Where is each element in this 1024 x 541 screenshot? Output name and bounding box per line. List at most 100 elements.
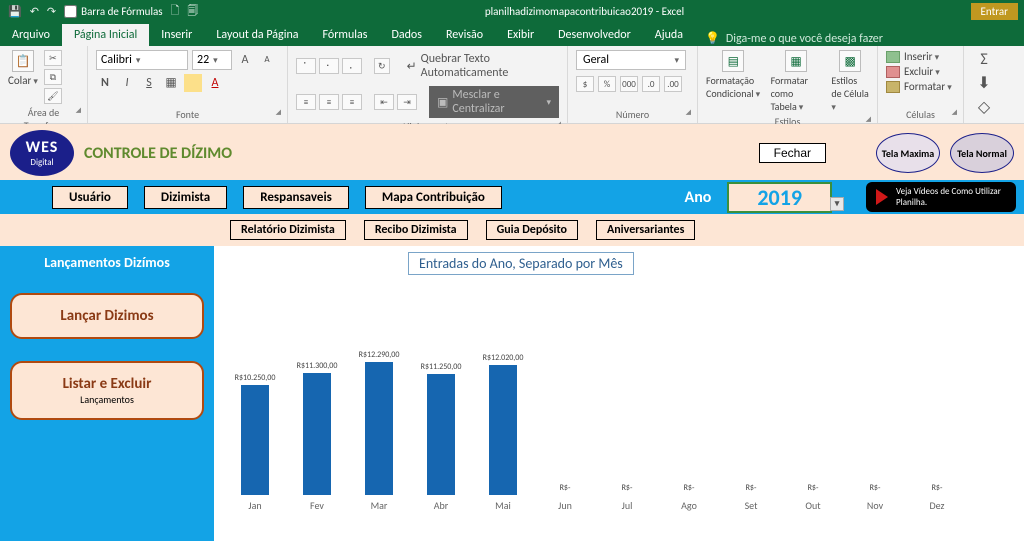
align-right-button[interactable]: ≡ [342, 94, 362, 110]
group-number: Número [576, 106, 689, 121]
bar-value-label: R$10.250,00 [235, 373, 276, 383]
bar-Mai: R$12.020,00 [486, 353, 520, 495]
aniversariantes-button[interactable]: Aniversariantes [596, 220, 695, 240]
format-cells-button[interactable]: Formatar [886, 80, 952, 93]
tab-help[interactable]: Ajuda [643, 24, 695, 46]
orientation-button[interactable]: ↻ [374, 58, 390, 74]
print-preview-icon[interactable]: 🗐 [187, 2, 198, 21]
report-row: Relatório Dizimista Recibo Dizimista Gui… [0, 214, 1024, 246]
font-size-select[interactable]: 22▾ [192, 50, 232, 70]
font-color-button[interactable]: A [206, 74, 224, 92]
tela-normal-button[interactable]: Tela Normal [950, 133, 1014, 173]
close-button[interactable]: Fechar [759, 143, 826, 163]
autosum-button[interactable]: Σ [980, 50, 987, 69]
increase-indent-button[interactable]: ⇥ [397, 94, 417, 110]
paste-button[interactable]: 📋Colar [8, 50, 38, 87]
bulb-icon: 💡 [705, 31, 720, 46]
x-label: Dez [920, 499, 954, 512]
tab-review[interactable]: Revisão [434, 24, 495, 46]
bar-value-label: R$12.020,00 [483, 353, 524, 363]
italic-button[interactable]: I [118, 74, 136, 92]
document-title: planilhadizimomapacontribuicao2019 - Exc… [198, 5, 970, 18]
lancar-dizimos-button[interactable]: Lançar Dizimos [10, 293, 204, 339]
formula-bar-toggle[interactable]: Barra de Fórmulas [64, 5, 162, 18]
tell-me[interactable]: 💡Diga-me o que você deseja fazer [705, 31, 883, 46]
relatorio-button[interactable]: Relatório Dizimista [230, 220, 346, 240]
x-label: Jan [238, 499, 272, 512]
copy-button[interactable]: ⧉ [44, 69, 62, 85]
increase-font-button[interactable]: A [236, 51, 254, 69]
wrap-icon: ↵ [407, 59, 417, 74]
tab-data[interactable]: Dados [379, 24, 433, 46]
bar-value-label: R$- [870, 483, 881, 493]
bar-Jan: R$10.250,00 [238, 373, 272, 495]
save-icon[interactable]: 💾 [8, 5, 22, 18]
conditional-format-button[interactable]: ▤Formatação Condicional [706, 50, 761, 100]
number-format-select[interactable]: Geral▾ [576, 50, 686, 70]
tab-insert[interactable]: Inserir [149, 24, 204, 46]
insert-cells-button[interactable]: Inserir [886, 50, 952, 63]
cell-styles-button[interactable]: ▩Estilos de Célula [831, 50, 869, 113]
listar-excluir-button[interactable]: Listar e ExcluirLançamentos [10, 361, 204, 420]
tab-view[interactable]: Exibir [495, 24, 546, 46]
delete-cells-button[interactable]: Excluir [886, 65, 952, 78]
fill-button[interactable]: ⬇ [977, 73, 990, 93]
bar-chart: R$10.250,00R$11.300,00R$12.290,00R$11.25… [228, 295, 1010, 495]
format-as-table-button[interactable]: ▦Formatar como Tabela [771, 50, 822, 113]
merge-center-button[interactable]: ▣Mesclar e Centralizar▾ [429, 86, 559, 118]
decrease-indent-button[interactable]: ⇤ [374, 94, 394, 110]
thousands-button[interactable]: 000 [620, 76, 638, 92]
year-select[interactable]: 2019 [727, 182, 832, 213]
bar-value-label: R$- [932, 483, 943, 493]
underline-button[interactable]: S [140, 74, 158, 92]
increase-decimal-button[interactable]: .0 [642, 76, 660, 92]
tab-developer[interactable]: Desenvolvedor [546, 24, 643, 46]
cut-button[interactable]: ✂ [44, 50, 62, 66]
new-doc-icon[interactable]: 🗋 [171, 2, 180, 21]
tab-home[interactable]: Página Inicial [62, 24, 149, 46]
bar [365, 362, 393, 495]
delete-icon [886, 66, 900, 78]
currency-button[interactable]: $ [576, 76, 594, 92]
nav-dizimista[interactable]: Dizimista [144, 186, 227, 209]
clear-button[interactable]: ◇ [978, 97, 990, 117]
undo-icon[interactable]: ↶ [30, 5, 39, 18]
recibo-button[interactable]: Recibo Dizimista [364, 220, 468, 240]
bar [489, 365, 517, 495]
bar-Nov: R$- [858, 483, 892, 495]
tab-layout[interactable]: Layout da Página [204, 24, 310, 46]
align-bottom-button[interactable]: ⠄ [342, 58, 362, 74]
border-button[interactable]: ▦ [162, 74, 180, 92]
x-label: Abr [424, 499, 458, 512]
tab-formulas[interactable]: Fórmulas [311, 24, 380, 46]
cond-format-icon: ▤ [722, 50, 744, 72]
fill-color-button[interactable] [184, 74, 202, 92]
guia-button[interactable]: Guia Depósito [486, 220, 578, 240]
nav-usuario[interactable]: Usuário [52, 186, 128, 209]
bar [427, 374, 455, 495]
tab-file[interactable]: Arquivo [0, 24, 62, 46]
wrap-text-button[interactable]: ↵Quebrar Texto Automaticamente [402, 50, 559, 82]
youtube-help-button[interactable]: Veja Vídeos de Como Utilizar Planilha. [866, 182, 1016, 212]
redo-icon[interactable]: ↷ [47, 5, 56, 18]
chart-x-labels: JanFevMarAbrMaiJunJulAgoSetOutNovDez [228, 495, 1010, 512]
nav-responsaveis[interactable]: Respansaveis [243, 186, 349, 209]
align-top-button[interactable]: ⠁ [296, 58, 316, 74]
tela-maxima-button[interactable]: Tela Maxima [876, 133, 940, 173]
x-label: Mar [362, 499, 396, 512]
decrease-decimal-button[interactable]: .00 [664, 76, 682, 92]
decrease-font-button[interactable]: A [258, 51, 276, 69]
nav-mapa[interactable]: Mapa Contribuição [365, 186, 502, 209]
align-middle-button[interactable]: ⠂ [319, 58, 339, 74]
format-painter-button[interactable]: 🖌 [44, 88, 62, 104]
font-name-select[interactable]: Calibri▾ [96, 50, 188, 70]
percent-button[interactable]: % [598, 76, 616, 92]
align-left-button[interactable]: ≡ [296, 94, 316, 110]
nav-bar: Usuário Dizimista Respansaveis Mapa Cont… [0, 180, 1024, 214]
bold-button[interactable]: N [96, 74, 114, 92]
bar-value-label: R$- [684, 483, 695, 493]
align-center-button[interactable]: ≡ [319, 94, 339, 110]
page-title: CONTROLE DE DÍZIMO [84, 144, 749, 163]
sign-in-button[interactable]: Entrar [971, 3, 1018, 20]
cell-styles-icon: ▩ [839, 50, 861, 72]
